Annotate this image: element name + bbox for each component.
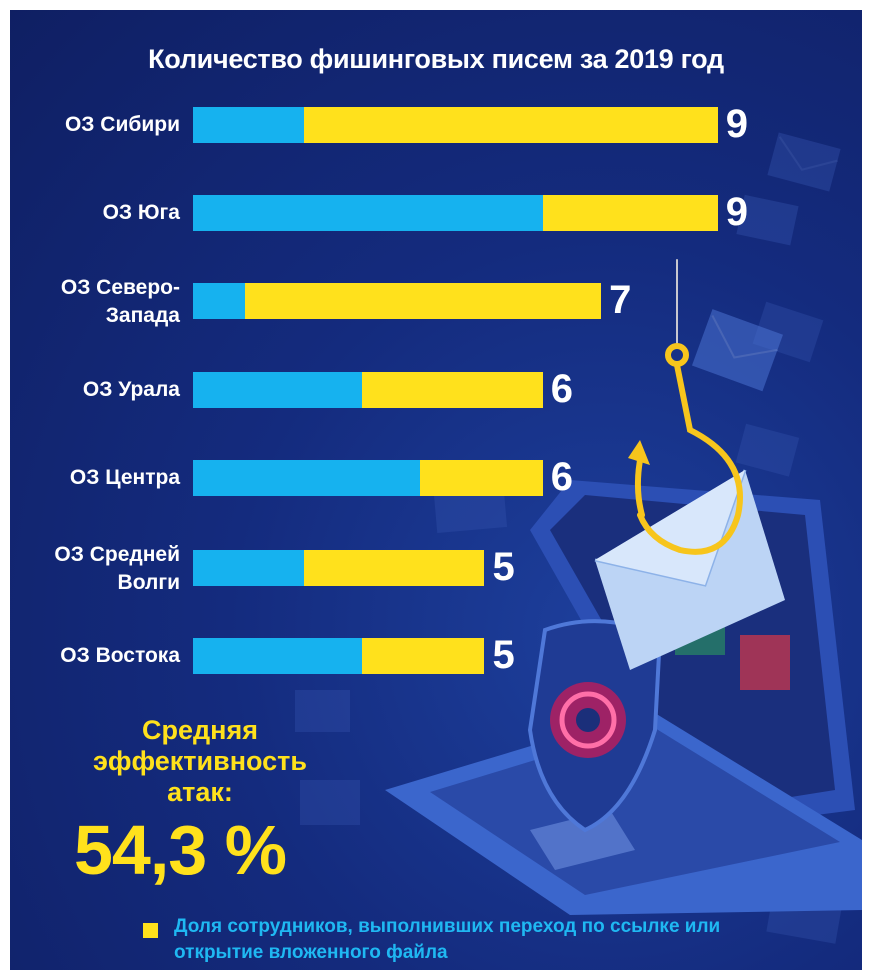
envelope-icon	[735, 423, 800, 477]
bar-value-label: 7	[609, 278, 632, 322]
average-efficiency-label: Средняя эффективность атак:	[70, 715, 330, 808]
average-efficiency-label-line: атак:	[167, 777, 233, 807]
bar-value-label: 5	[492, 633, 515, 677]
bar-value-label: 6	[550, 367, 574, 411]
category-label-line: ОЗ Урала	[82, 378, 180, 401]
category-label-line: ОЗ Сибири	[64, 113, 180, 136]
bar-value-label: 9	[725, 190, 748, 234]
bar-segment-yellow	[303, 107, 718, 143]
bar-segment-yellow	[420, 460, 543, 496]
bar-segment-blue	[193, 107, 304, 143]
category-label: ОЗ Урала	[10, 376, 180, 404]
category-label-line: ОЗ Востока	[60, 644, 180, 667]
category-label-line: ОЗ Средней	[54, 543, 180, 566]
legend-label: Доля сотрудников, выполнивших переход по…	[174, 916, 721, 963]
bar-value-label: 5	[492, 545, 515, 589]
average-efficiency-label-line: эффективность	[92, 746, 308, 776]
bar-segment-yellow	[542, 195, 718, 231]
envelope-icon	[300, 780, 360, 825]
phishing-illustration	[295, 132, 862, 944]
category-label-line: Запада	[105, 304, 180, 327]
chart-title: Количество фишинговых писем за 2019 год	[148, 44, 724, 74]
envelope-icon	[736, 194, 799, 246]
bar-segment-yellow	[362, 638, 485, 674]
legend-swatch-yellow	[143, 923, 158, 938]
bar-segment-yellow	[303, 550, 485, 586]
bar-segment-blue	[193, 283, 246, 319]
category-label-line: ОЗ Юга	[102, 201, 180, 224]
category-label: ОЗ Центра	[10, 464, 180, 492]
bar-segment-blue	[193, 550, 304, 586]
envelope-icon	[691, 309, 783, 392]
category-label: ОЗ Северо- Запада	[10, 274, 180, 330]
category-label: ОЗ Юга	[10, 199, 180, 227]
envelope-icon	[767, 132, 841, 192]
category-label: ОЗ Востока	[10, 642, 180, 670]
category-label: ОЗ Средней Волги	[10, 541, 180, 597]
category-label-line: Волги	[117, 571, 180, 594]
bar-segment-yellow	[245, 283, 602, 319]
bar-value-label: 9	[725, 102, 748, 146]
category-label: ОЗ Сибири	[10, 111, 180, 139]
shield-icon	[527, 619, 663, 833]
bar-value-label: 6	[550, 455, 574, 499]
category-label-line: ОЗ Центра	[69, 466, 180, 489]
bar-segment-yellow	[362, 372, 543, 408]
bar-segment-blue	[193, 638, 363, 674]
average-efficiency-label-line: Средняя	[142, 715, 258, 745]
envelope-icon	[295, 690, 350, 732]
bar-segment-blue	[193, 460, 421, 496]
bar-segment-blue	[193, 372, 363, 408]
category-label-line: ОЗ Северо-	[60, 276, 180, 299]
average-efficiency-value: 54,3 %	[74, 811, 287, 889]
fishing-hook-icon	[628, 259, 743, 555]
bar-segment-blue	[193, 195, 543, 231]
infographic-frame: Количество фишинговых писем за 2019 год …	[10, 10, 862, 970]
